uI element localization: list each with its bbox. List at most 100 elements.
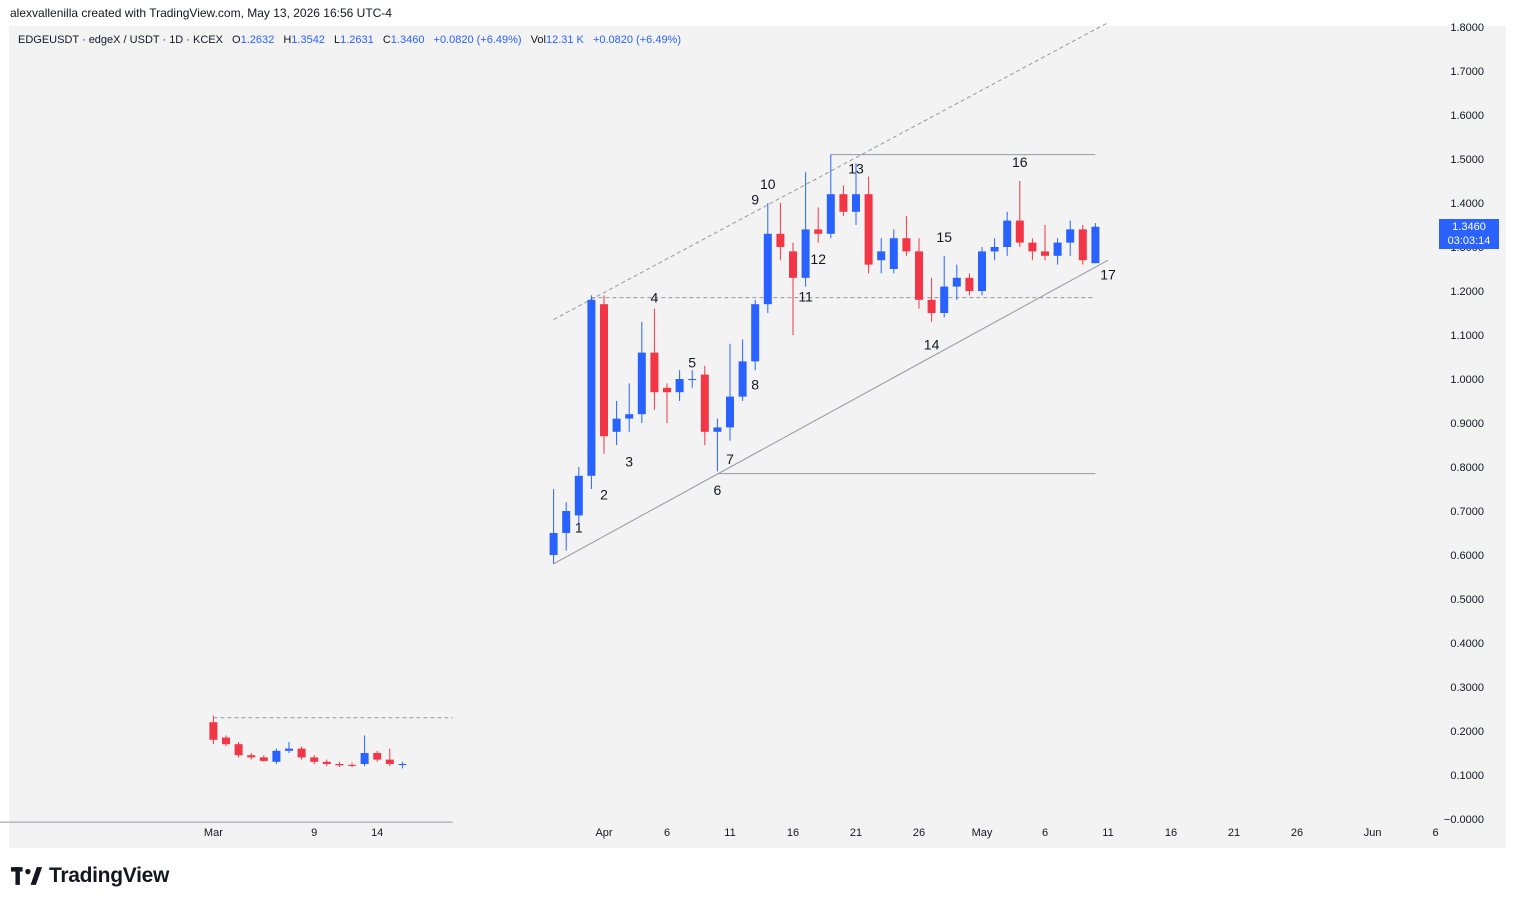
candle-body xyxy=(700,374,709,432)
wave-label: 5 xyxy=(688,354,696,370)
candle-body xyxy=(940,286,949,313)
wave-label: 10 xyxy=(760,176,776,192)
candle xyxy=(814,207,823,243)
price-tick-label: 1.4000 xyxy=(1450,198,1484,210)
candle xyxy=(675,370,684,401)
candle xyxy=(637,321,646,423)
time-tick-label: 21 xyxy=(1228,827,1240,839)
candle-body xyxy=(574,475,583,516)
candle xyxy=(688,370,697,388)
price-tick-label: 0.3000 xyxy=(1450,682,1484,694)
candle-body xyxy=(209,722,218,740)
price-tick-label: 1.0000 xyxy=(1450,374,1484,386)
candle xyxy=(574,467,583,525)
candle-body xyxy=(1078,229,1087,261)
close-label: C xyxy=(382,34,391,46)
time-tick-label: 6 xyxy=(664,827,670,839)
candle-body xyxy=(1041,251,1049,256)
candle xyxy=(978,247,986,296)
candle xyxy=(927,277,936,322)
candle-body xyxy=(234,744,243,756)
wave-label: 11 xyxy=(798,288,813,304)
candle-body xyxy=(360,753,369,764)
price-tick-label: 0.5000 xyxy=(1450,594,1484,606)
drawing-layer xyxy=(0,22,1109,823)
candle-body xyxy=(373,753,382,760)
candle-body xyxy=(902,238,911,252)
candle-body xyxy=(335,764,344,766)
candle xyxy=(1053,238,1062,265)
candle xyxy=(612,401,621,445)
last-price-value: 1.3460 xyxy=(1452,221,1486,233)
candle xyxy=(297,746,306,760)
time-tick-label: May xyxy=(972,827,993,839)
candle xyxy=(751,299,760,371)
candle xyxy=(234,742,243,758)
candle xyxy=(990,238,999,261)
candle xyxy=(272,748,281,764)
symbol-legend: EDGEUSDT · edgeX / USDT · 1D · KCEX O1.2… xyxy=(18,34,687,46)
candle-body xyxy=(713,427,722,432)
wave-label: 12 xyxy=(810,251,826,267)
candle-body xyxy=(247,755,256,758)
volume-value: 12.31 K xyxy=(545,34,584,46)
candle-body xyxy=(297,748,306,758)
chart-pane[interactable] xyxy=(9,26,1506,848)
candle xyxy=(864,176,873,274)
wave-label: 13 xyxy=(848,161,864,177)
candle-body xyxy=(990,247,999,252)
price-tick-label: −0.0000 xyxy=(1444,814,1484,826)
time-tick-label: 11 xyxy=(1102,827,1113,839)
chart-attribution: alexvallenilla created with TradingView.… xyxy=(10,6,392,20)
candle xyxy=(965,273,974,296)
candle-body xyxy=(650,352,659,393)
price-axis: 1.80001.70001.60001.50001.40001.30001.20… xyxy=(1444,22,1484,826)
candle-body xyxy=(801,229,810,278)
candle-body xyxy=(978,251,986,291)
wave-label: 7 xyxy=(726,451,734,467)
candle xyxy=(335,761,344,768)
candle xyxy=(587,295,596,489)
tradingview-logo[interactable]: TradingView xyxy=(11,864,169,888)
candle-body xyxy=(272,750,281,762)
price-change: +0.0820 (+6.49%) xyxy=(433,34,522,46)
candle xyxy=(373,750,382,762)
candle xyxy=(1078,225,1087,265)
candle-body xyxy=(562,511,571,533)
price-tick-label: 0.9000 xyxy=(1450,418,1484,430)
time-tick-label: 11 xyxy=(724,827,735,839)
candle-body xyxy=(852,194,860,212)
candle xyxy=(398,761,407,769)
candle xyxy=(663,383,671,423)
candle xyxy=(549,489,558,564)
price-tick-label: 0.7000 xyxy=(1450,506,1484,518)
open-label: O xyxy=(232,34,241,46)
time-tick-label: 14 xyxy=(371,827,383,839)
last-price-tag: 1.3460 03:03:14 xyxy=(1439,219,1499,249)
price-tick-label: 1.2000 xyxy=(1450,286,1484,298)
wave-label: 14 xyxy=(924,337,940,353)
candle-body xyxy=(1003,220,1012,247)
candle-body xyxy=(965,277,974,291)
candle-body xyxy=(259,757,268,761)
candle xyxy=(852,163,860,225)
price-tick-label: 0.4000 xyxy=(1450,638,1484,650)
candle-body xyxy=(889,238,898,269)
candle xyxy=(902,216,911,256)
candle xyxy=(625,383,634,432)
candle-body xyxy=(877,251,886,261)
time-tick-label: 9 xyxy=(311,827,317,839)
candle-body xyxy=(549,533,558,555)
low-value: 1.2631 xyxy=(340,34,374,46)
symbol-name[interactable]: EDGEUSDT · edgeX / USDT · 1D · KCEX xyxy=(18,34,223,46)
high-label: H xyxy=(283,34,292,46)
high-value: 1.3542 xyxy=(291,34,325,46)
volume-change: +0.0820 (+6.49%) xyxy=(592,34,682,46)
time-tick-label: 6 xyxy=(1433,827,1439,839)
candle xyxy=(839,185,848,217)
candle xyxy=(889,229,898,274)
open-value: 1.2632 xyxy=(240,34,275,46)
price-tick-label: 0.8000 xyxy=(1450,462,1484,474)
